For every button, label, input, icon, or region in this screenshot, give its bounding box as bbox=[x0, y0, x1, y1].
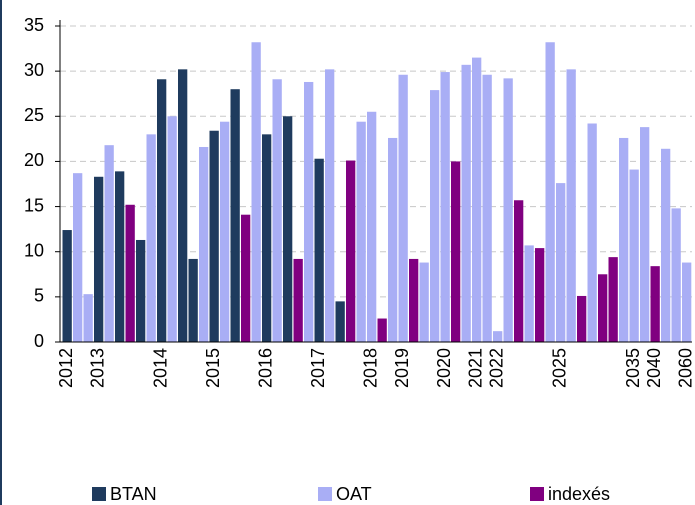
bar bbox=[62, 230, 72, 342]
x-tick-label: 2040 bbox=[644, 348, 664, 388]
x-tick-label: 2017 bbox=[308, 348, 328, 388]
bar bbox=[230, 89, 240, 342]
legend-label: BTAN bbox=[110, 484, 157, 504]
bar bbox=[493, 331, 503, 342]
bar bbox=[472, 57, 482, 342]
x-tick-label: 2022 bbox=[487, 348, 507, 388]
bar bbox=[377, 318, 387, 342]
bar bbox=[598, 274, 608, 342]
bar bbox=[661, 148, 671, 342]
x-tick-label: 2018 bbox=[361, 348, 381, 388]
bar bbox=[388, 137, 398, 342]
bar bbox=[125, 204, 135, 342]
bar bbox=[503, 78, 513, 342]
legend-swatch bbox=[530, 487, 544, 501]
bars bbox=[62, 42, 692, 343]
bar bbox=[73, 173, 83, 342]
bar bbox=[304, 81, 314, 342]
bar bbox=[367, 111, 377, 343]
bar bbox=[209, 130, 219, 342]
bar bbox=[514, 200, 524, 342]
bar bbox=[220, 121, 230, 343]
y-tick-label: 30 bbox=[24, 60, 44, 80]
bar bbox=[482, 74, 492, 343]
bar bbox=[94, 176, 104, 342]
x-tick-label: 2014 bbox=[151, 348, 171, 388]
bar bbox=[293, 258, 303, 342]
bar bbox=[671, 208, 681, 342]
y-tick-label: 25 bbox=[24, 105, 44, 125]
y-tick-label: 10 bbox=[24, 240, 44, 260]
bar bbox=[167, 116, 177, 343]
x-tick-label: 2060 bbox=[676, 348, 695, 388]
bar bbox=[283, 116, 293, 343]
x-tick-label: 2025 bbox=[550, 348, 570, 388]
x-tick-label: 2035 bbox=[623, 348, 643, 388]
bar bbox=[272, 79, 282, 343]
legend-swatch bbox=[92, 487, 106, 501]
bar bbox=[325, 69, 335, 342]
bar bbox=[335, 301, 345, 342]
bar bbox=[556, 183, 566, 342]
bar bbox=[524, 245, 534, 342]
bar bbox=[346, 160, 356, 342]
y-tick-label: 15 bbox=[24, 195, 44, 215]
x-tick-label: 2016 bbox=[256, 348, 276, 388]
legend-label: OAT bbox=[336, 484, 372, 504]
bar bbox=[535, 248, 545, 342]
bar bbox=[640, 127, 650, 343]
bar bbox=[146, 134, 156, 342]
x-tick-label: 2020 bbox=[434, 348, 454, 388]
bar bbox=[409, 258, 419, 342]
bar bbox=[314, 158, 324, 342]
bar bbox=[440, 72, 450, 342]
bar bbox=[262, 134, 272, 342]
bar bbox=[451, 161, 461, 342]
bar bbox=[461, 64, 471, 342]
bar bbox=[199, 146, 209, 342]
bar bbox=[251, 42, 261, 342]
bar bbox=[356, 121, 366, 343]
bar bbox=[83, 294, 93, 342]
x-tick-label: 2012 bbox=[56, 348, 76, 388]
y-tick-label: 5 bbox=[34, 286, 44, 306]
x-tick-label: 2013 bbox=[88, 348, 108, 388]
bar bbox=[619, 137, 629, 342]
bar bbox=[419, 262, 429, 342]
bar bbox=[104, 145, 114, 342]
bar bbox=[577, 295, 587, 342]
bar bbox=[136, 239, 146, 342]
bar bbox=[188, 258, 198, 342]
y-tick-label: 35 bbox=[24, 15, 44, 35]
bar bbox=[241, 214, 251, 342]
x-tick-label: 2019 bbox=[392, 348, 412, 388]
bar bbox=[115, 171, 125, 342]
bar bbox=[398, 74, 408, 343]
legend-label: indexés bbox=[548, 484, 610, 504]
bar bbox=[157, 79, 167, 343]
y-tick-label: 20 bbox=[24, 150, 44, 170]
legend: BTAN OAT indexés bbox=[92, 484, 610, 504]
bar bbox=[178, 69, 188, 342]
legend-swatch bbox=[318, 487, 332, 501]
bar bbox=[608, 257, 618, 342]
bar bbox=[566, 69, 576, 342]
bar bbox=[629, 169, 639, 342]
y-tick-label: 0 bbox=[34, 331, 44, 351]
bar bbox=[587, 123, 597, 342]
bar bbox=[682, 262, 692, 342]
bar bbox=[545, 42, 555, 342]
bar bbox=[650, 266, 660, 342]
x-tick-label: 2021 bbox=[466, 348, 486, 388]
bar bbox=[430, 90, 440, 342]
x-tick-label: 2015 bbox=[203, 348, 223, 388]
